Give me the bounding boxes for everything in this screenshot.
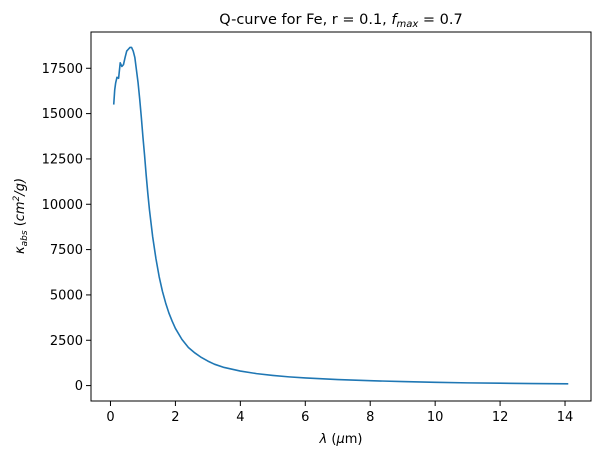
plot-frame: [90, 31, 592, 402]
x-axis: 0 2 4 6 8 10 12 14: [106, 401, 573, 425]
x-tick-label: 2: [171, 410, 179, 425]
y-tick-label: 5000: [50, 288, 83, 303]
y-tick-label: 0: [75, 379, 83, 394]
y-tick-label: 12500: [42, 152, 83, 167]
x-tick-label: 10: [427, 410, 444, 425]
x-tick-label: 4: [236, 410, 244, 425]
y-tick-label: 10000: [42, 198, 83, 213]
y-tick-label: 7500: [50, 243, 83, 258]
x-tick-label: 12: [492, 410, 509, 425]
x-axis-label: λ (μm): [319, 432, 363, 447]
y-tick-label: 2500: [50, 334, 83, 349]
x-tick-label: 14: [557, 410, 574, 425]
y-axis: 0 2500 5000 7500 10000 12500 15000 17500: [42, 62, 91, 394]
y-axis-label: κabs (cm2/g): [12, 178, 30, 254]
y-tick-label: 15000: [42, 107, 83, 122]
x-tick-label: 8: [366, 410, 374, 425]
x-tick-label: 6: [301, 410, 309, 425]
series-line-kappa-abs: [112, 46, 569, 385]
y-tick-label: 17500: [42, 62, 83, 77]
x-tick-label: 0: [106, 410, 114, 425]
chart-title: Q-curve for Fe, r = 0.1, fmax = 0.7: [219, 12, 462, 30]
